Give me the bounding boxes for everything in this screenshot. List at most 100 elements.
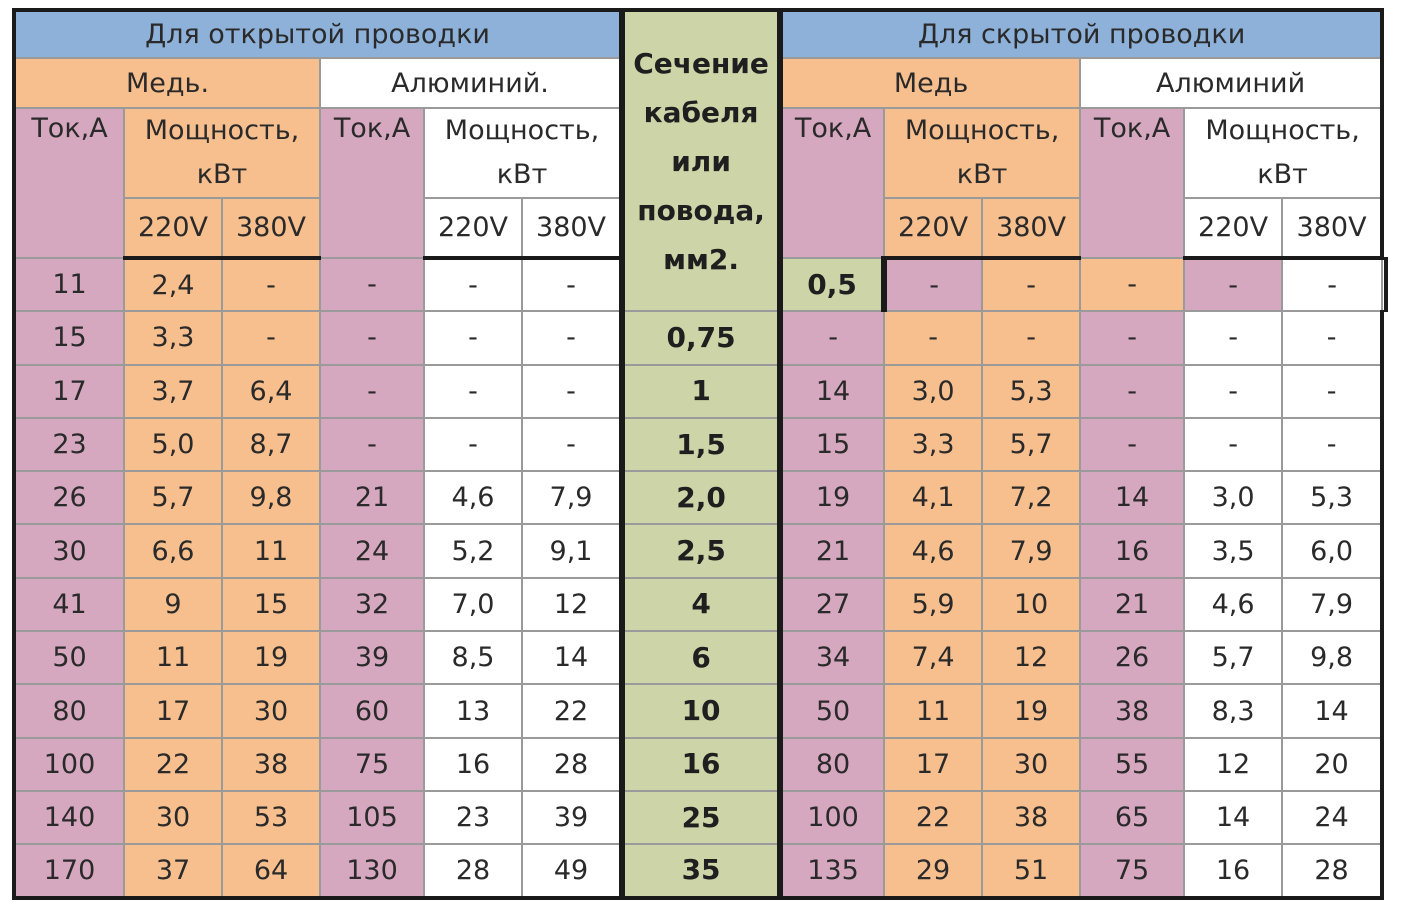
hidden-al-220v-cell: - [1183,310,1284,366]
hidden-al-current-cell: 65 [1079,789,1186,846]
hidden-cu-220v-cell: 4,6 [883,523,984,579]
hidden-al-380v-cell: 24 [1281,789,1385,846]
open-cu-220v-cell: 6,6 [123,523,223,579]
hidden-al-380v-cell: 28 [1281,843,1385,900]
table-row: 112,4----0,5------ [12,256,1388,313]
cross-section-header: Сечение кабеля или повода, мм2. [619,7,784,313]
open-aluminum-power-header: Мощность, кВт [422,107,624,199]
open-cu-current-cell: 23 [12,416,125,473]
cross-section-cell: 6 [619,630,784,686]
hidden-al-220v-cell: - [1183,416,1284,473]
hidden-aluminum-power-header: Мощность, кВт [1183,107,1385,199]
table-row: 30 6,6 11 24 5,2 9,1 2,5 21 4,6 7,9 16 3,5 6,0 [12,523,1386,579]
open-al-current-cell: 39 [319,630,425,686]
hidden-cu-current-cell: - [779,310,886,366]
open-cu-current-cell: 80 [12,683,125,739]
open-aluminum-label: Алюминий. [318,57,624,109]
cable-table-sheet: Для открытой проводки Сечение кабеля или… [11,7,1388,900]
hidden-cu-380v-cell: 38 [981,789,1082,846]
hidden-cu-current-cell: 15 [779,416,886,473]
open-cu-380v-cell: 19 [221,630,321,686]
open-aluminum-220v: 220V [423,197,523,260]
hidden-cu-220v-cell: - [883,310,984,366]
header-row-voltages: 220V 380V 220V 380V 220V 380V 220V 380V [14,197,1386,260]
hidden-cu-220v-cell: 11 [883,683,984,739]
hidden-cu-220v-cell: - [981,256,1082,313]
hidden-cu-current-cell: 14 [779,363,886,419]
open-copper-current-header: Ток,А [12,107,125,259]
table-row: 140 30 53 105 23 39 25 100 22 38 65 14 24 [12,789,1386,846]
open-al-380v-cell: 49 [520,843,624,900]
open-al-380v-cell: 39 [520,789,624,846]
cross-section-cell: 2,5 [619,523,784,579]
hidden-al-current-cell: 75 [1079,843,1186,900]
hidden-cu-current-cell: 100 [779,789,886,846]
open-al-current-cell: - [319,416,425,473]
table-row: 41 9 15 32 7,0 12 4 27 5,9 10 21 4,6 7,9 [12,576,1386,633]
open-cu-220v-cell: 9 [123,576,223,633]
open-cu-220v-cell: 17 [123,683,223,739]
hidden-al-380v-cell: - [1281,310,1385,366]
open-cu-220v-cell: 5,0 [123,416,223,473]
hidden-al-380v-cell: 20 [1281,736,1385,792]
open-wiring-title: Для открытой проводки [11,8,624,59]
cross-section-cell: 1,5 [619,416,784,473]
open-al-current-cell: 60 [319,683,425,739]
table-row: 26 5,7 9,8 21 4,6 7,9 2,0 19 4,1 7,2 14 3,0 5,3 [12,470,1386,526]
hidden-cu-380v-cell: 7,2 [981,470,1082,526]
hidden-cu-220v-cell: 3,0 [883,363,984,419]
hidden-cu-current-cell: 80 [779,736,886,792]
hidden-cu-380v-cell: 10 [981,576,1082,633]
cross-section-cell: 25 [619,789,784,846]
open-cu-380v-cell: - [221,310,321,366]
cable-current-power-table: Для открытой проводки Сечение кабеля или… [11,7,1388,900]
hidden-cu-current-cell: 34 [779,630,886,686]
hidden-al-current-cell: 14 [1079,470,1186,526]
hidden-al-220v-cell: 16 [1183,843,1284,900]
hidden-al-220v-cell: 3,5 [1183,523,1284,579]
cross-section-cell: 4 [619,576,784,633]
open-al-current-cell: - [319,310,425,366]
open-al-current-cell: - [319,256,425,313]
open-copper-380v: 380V [221,197,321,260]
hidden-al-current-cell: 21 [1079,576,1186,633]
open-al-220v-cell: - [423,416,523,473]
hidden-al-220v-cell: 4,6 [1183,576,1284,633]
open-al-380v-cell: 28 [520,736,624,792]
open-al-220v-cell: 16 [423,736,523,792]
hidden-al-current-cell: 38 [1079,683,1186,739]
open-al-current-cell: 130 [319,843,425,900]
open-al-380v-cell: 7,9 [520,470,624,526]
hidden-cu-current-cell: - [883,256,984,313]
open-cu-220v-cell: 37 [123,843,223,900]
open-al-380v-cell: - [520,256,624,313]
hidden-aluminum-220v: 220V [1183,197,1284,260]
hidden-cu-380v-cell: - [981,310,1082,366]
open-cu-220v-cell: 30 [123,789,223,846]
hidden-al-220v-cell: 8,3 [1183,683,1284,739]
cross-section-cell: 2,0 [619,470,784,526]
open-al-380v-cell: - [520,363,624,419]
hidden-cu-380v-cell: 30 [981,736,1082,792]
header-row-materials: Медь. Алюминий. Медь Алюминий [12,57,1386,109]
hidden-copper-current-header: Ток,А [779,107,886,259]
open-al-220v-cell: - [423,256,523,313]
open-al-380v-cell: 12 [520,576,624,633]
hidden-al-220v-cell: 14 [1183,789,1284,846]
hidden-al-380v-cell: 14 [1281,683,1385,739]
hidden-copper-380v: 380V [981,197,1082,260]
hidden-cu-220v-cell: 7,4 [883,630,984,686]
hidden-cu-220v-cell: 29 [883,843,984,900]
hidden-cu-380v-cell: 7,9 [981,523,1082,579]
open-al-220v-cell: 4,6 [423,470,523,526]
open-cu-current-cell: 11 [12,256,125,313]
hidden-al-380v-cell: 7,9 [1281,576,1385,633]
open-cu-380v-cell: 53 [221,789,321,846]
hidden-aluminum-label: Алюминий [1079,57,1385,109]
open-copper-label: Медь. [12,57,321,109]
cross-section-cell: 10 [619,683,784,739]
open-cu-current-cell: 170 [12,843,125,900]
hidden-cu-220v-cell: 4,1 [883,470,984,526]
open-al-220v-cell: 23 [423,789,523,846]
open-copper-power-header: Мощность, кВт [123,107,321,199]
